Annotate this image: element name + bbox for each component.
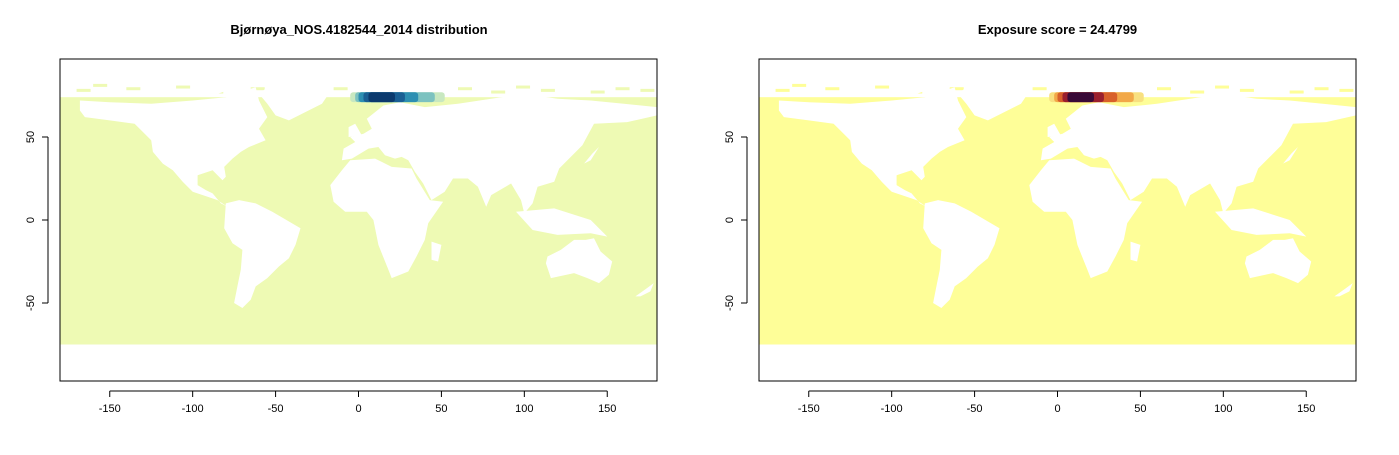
hotspot-left [350, 92, 445, 103]
x-tick-label: 150 [1297, 403, 1315, 415]
x-tick-label: 0 [1054, 403, 1060, 415]
africa-land-right [1029, 158, 1143, 279]
uk-land-left [348, 123, 362, 137]
arctic-islands-land-left [159, 82, 251, 94]
plot-frame-left [59, 58, 658, 382]
africa-land-left [330, 158, 444, 279]
x-tick-label: -100 [881, 403, 903, 415]
x-tick-label: 100 [515, 403, 533, 415]
y-tick-label: 50 [724, 131, 736, 143]
y-tick-label: 0 [724, 217, 736, 223]
y-tick-label: -50 [25, 295, 37, 311]
distribution-map-title: Bjørnøya_NOS.4182544_2014 distribution [230, 22, 488, 37]
exposure-map: -150 -100 -50 0 50 100 150 50 0 -50 [724, 58, 1357, 415]
x-tick-label: -150 [99, 403, 121, 415]
madagascar-land-left [431, 241, 442, 262]
hotspot-band [368, 92, 395, 103]
arctic-islands-land-right [858, 82, 950, 94]
uk-land-right [1047, 123, 1061, 137]
distribution-map: -150 -100 -50 0 50 100 150 50 0 -50 [25, 58, 658, 415]
y-tick-label: 50 [25, 131, 37, 143]
x-tick-label: -50 [967, 403, 983, 415]
madagascar-land-right [1130, 241, 1141, 262]
eurasia-land-left [341, 93, 657, 214]
y-tick-label: -50 [724, 295, 736, 311]
north-america-land-right [778, 87, 967, 207]
south-america-land-left [224, 200, 301, 308]
x-tick-label: 100 [1214, 403, 1232, 415]
x-tick-label: -150 [798, 403, 820, 415]
indonesia-land-right [1215, 208, 1307, 237]
x-tick-label: 50 [1134, 403, 1146, 415]
new-zealand-land-left [635, 283, 654, 297]
x-tick-label: -50 [268, 403, 284, 415]
indonesia-land-left [516, 208, 608, 237]
distribution-map-panel: Bjørnøya_NOS.4182544_2014 distribution -… [25, 22, 658, 415]
x-tick-label: -100 [182, 403, 204, 415]
eurasia-land-right [1040, 93, 1356, 214]
x-tick-label: 50 [435, 403, 447, 415]
y-tick-label: 0 [25, 217, 37, 223]
australia-land-right [1244, 238, 1312, 284]
greenland-land-right [958, 82, 1028, 121]
new-zealand-land-right [1334, 283, 1353, 297]
x-tick-label: 150 [598, 403, 616, 415]
north-america-land-left [79, 87, 268, 207]
hotspot-right [1049, 92, 1144, 103]
x-tick-label: 0 [355, 403, 361, 415]
plot-frame-right [758, 58, 1357, 382]
exposure-map-title: Exposure score = 24.4799 [977, 22, 1138, 37]
australia-land-left [545, 238, 613, 284]
greenland-land-left [259, 82, 329, 121]
exposure-map-panel: Exposure score = 24.4799 -150 -100 -50 0 50 1… [700, 0, 1399, 455]
south-america-land-right [923, 200, 1000, 308]
hotspot-band [1067, 92, 1094, 103]
